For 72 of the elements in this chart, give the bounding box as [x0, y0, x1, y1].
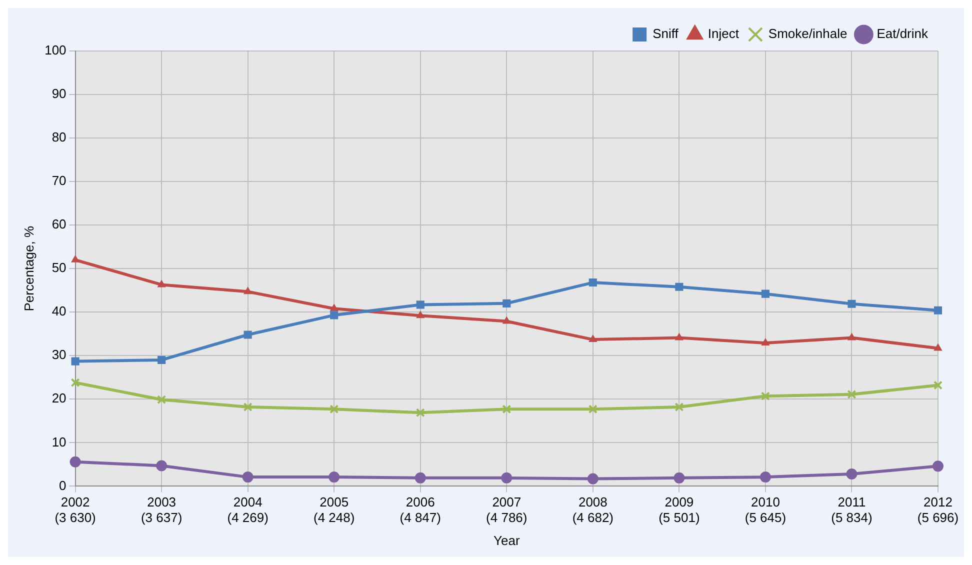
- point: [158, 280, 166, 288]
- x-tick-label: 2002 (3 630): [54, 494, 96, 526]
- y-tick-label: 60: [52, 216, 66, 232]
- y-tick-label: 30: [52, 347, 66, 362]
- point: [330, 304, 338, 312]
- point: [761, 338, 770, 346]
- point: [760, 392, 770, 401]
- y-tick-label: 100: [44, 42, 66, 58]
- point: [243, 402, 252, 412]
- x-tick-label: 2012 (5 696): [917, 494, 959, 526]
- point: [501, 472, 512, 484]
- point: [848, 333, 856, 340]
- legend-label: Inject: [708, 26, 740, 42]
- point: [330, 404, 339, 414]
- point: [588, 278, 597, 287]
- y-tick-label: 20: [52, 390, 66, 406]
- x-tick-label: 2007 (4 786): [486, 494, 528, 526]
- y-tick-label: 40: [52, 304, 66, 319]
- point: [328, 472, 340, 483]
- x-tick-label: 2009 (5 501): [658, 494, 700, 526]
- x-tick-label: 2011 (5 834): [831, 494, 872, 526]
- point: [502, 316, 511, 324]
- x-tick-label: 2004 (4 269): [227, 494, 268, 526]
- point: [674, 402, 684, 412]
- y-axis-title: Percentage, %: [21, 226, 36, 312]
- point: [156, 460, 168, 472]
- point: [847, 390, 856, 399]
- point: [848, 300, 856, 308]
- point: [157, 395, 166, 404]
- x-tick-label: 2008 (4 682): [572, 494, 614, 526]
- legend-label: Sniff: [652, 26, 679, 42]
- x-tick-label: 2006 (4 847): [400, 494, 441, 526]
- point: [502, 299, 511, 308]
- point: [674, 472, 685, 484]
- point: [932, 460, 944, 472]
- x-tick-label: 2003 (3 637): [140, 494, 182, 526]
- x-axis-title: Year: [494, 532, 520, 548]
- point: [934, 306, 942, 314]
- point: [416, 408, 425, 418]
- point: [587, 473, 598, 484]
- point: [71, 357, 80, 366]
- point: [934, 344, 942, 351]
- point: [675, 333, 684, 340]
- y-tick-label: 70: [52, 173, 66, 188]
- point: [71, 255, 80, 262]
- point: [70, 378, 80, 388]
- y-tick-label: 10: [52, 434, 66, 450]
- point: [414, 472, 426, 484]
- x-tick-label: 2010 (5 645): [744, 494, 786, 526]
- point: [502, 404, 512, 414]
- legend-label: Eat/drink: [876, 26, 928, 42]
- point: [846, 468, 858, 480]
- y-tick-label: 50: [52, 260, 66, 276]
- point: [330, 311, 338, 320]
- x-tick-label: 2005 (4 248): [314, 494, 355, 526]
- point: [416, 311, 424, 318]
- point: [675, 282, 684, 291]
- point: [244, 287, 252, 294]
- point: [761, 290, 770, 298]
- y-tick-label: 80: [52, 130, 66, 145]
- point: [588, 404, 598, 414]
- point: [242, 472, 254, 483]
- point: [244, 330, 252, 339]
- point: [933, 380, 943, 390]
- point: [158, 356, 166, 364]
- point: [588, 335, 597, 342]
- y-tick-label: 90: [52, 86, 66, 102]
- y-tick-label: 0: [59, 478, 66, 493]
- point: [70, 456, 81, 468]
- legend-label: Smoke/inhale: [768, 26, 848, 42]
- point: [416, 300, 424, 309]
- point: [760, 472, 771, 483]
